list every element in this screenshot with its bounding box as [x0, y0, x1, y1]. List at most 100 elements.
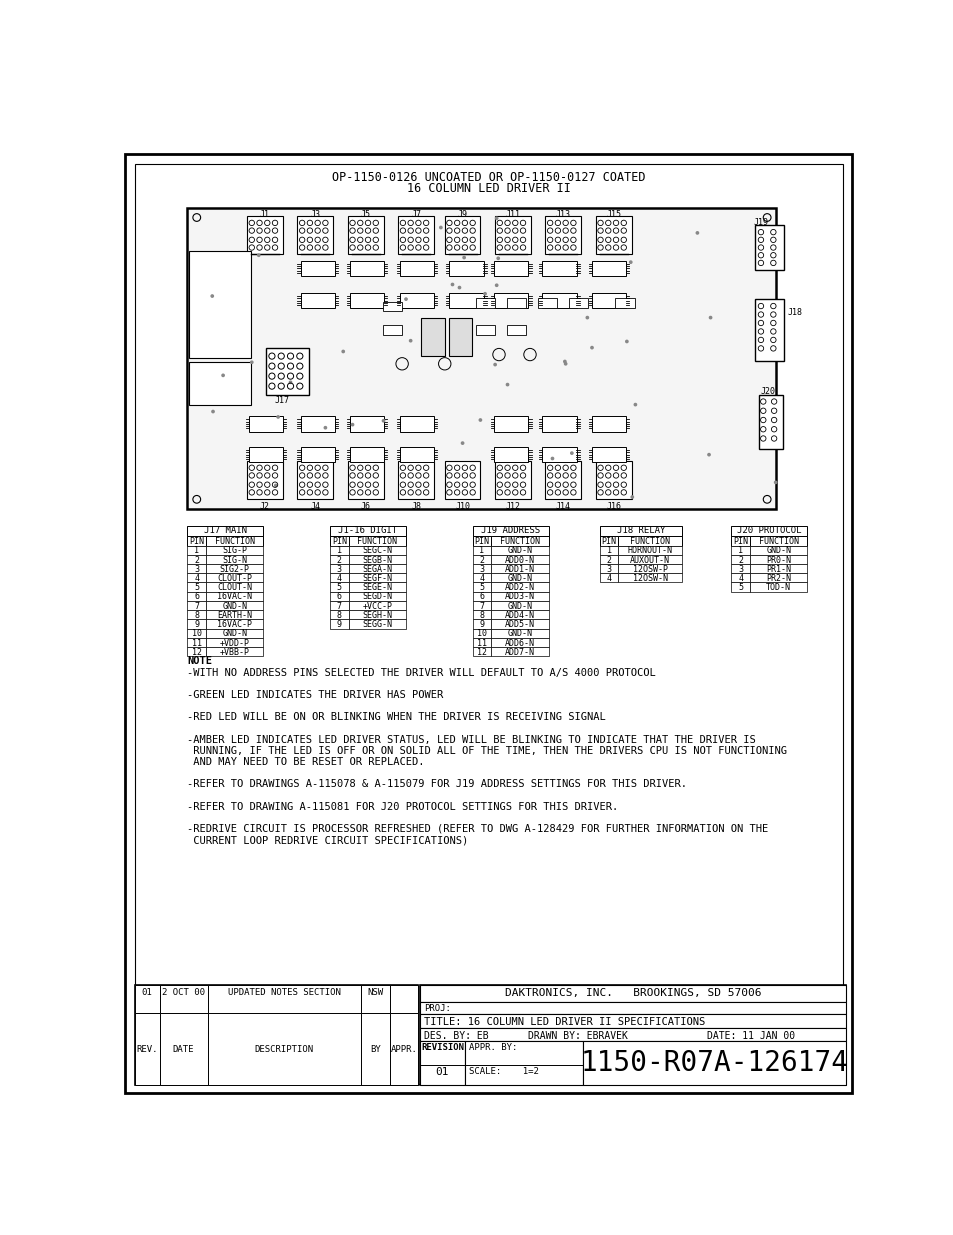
Bar	[330, 555, 348, 564]
Bar	[187, 647, 206, 656]
Bar	[599, 546, 618, 555]
Text: 1: 1	[194, 546, 199, 556]
Bar	[542, 293, 576, 309]
Text: 3: 3	[194, 564, 199, 574]
Text: SEGG-N: SEGG-N	[362, 620, 392, 629]
Bar	[300, 261, 335, 275]
Bar	[187, 610, 206, 620]
Bar	[449, 293, 483, 309]
Bar	[189, 362, 251, 405]
Text: J9: J9	[457, 210, 467, 219]
Circle shape	[289, 382, 292, 383]
Bar	[568, 299, 587, 308]
Text: ADD5-N: ADD5-N	[504, 620, 535, 629]
Bar	[187, 546, 206, 555]
Text: DRAWN BY: EBRAVEK: DRAWN BY: EBRAVEK	[528, 1031, 628, 1041]
Circle shape	[707, 453, 709, 456]
Bar	[731, 555, 749, 564]
Bar	[350, 447, 384, 462]
Bar	[618, 536, 681, 546]
Circle shape	[625, 341, 627, 342]
Bar	[348, 592, 406, 601]
Text: 8: 8	[479, 611, 484, 620]
Bar	[506, 325, 525, 335]
Bar	[206, 583, 263, 592]
Bar	[399, 447, 434, 462]
Bar	[592, 261, 625, 275]
Bar	[348, 610, 406, 620]
Bar	[491, 610, 548, 620]
Text: SEGC-N: SEGC-N	[362, 546, 392, 556]
Bar	[134, 986, 159, 1013]
Text: J5: J5	[360, 210, 371, 219]
Text: J20: J20	[760, 387, 775, 396]
Bar	[599, 564, 618, 573]
Text: +VDD-P: +VDD-P	[219, 638, 250, 647]
Bar	[348, 564, 406, 573]
Text: PIN: PIN	[474, 537, 489, 546]
Bar	[596, 216, 631, 254]
Text: 12: 12	[192, 648, 201, 657]
Text: 9: 9	[336, 620, 341, 629]
Text: PIN: PIN	[189, 537, 204, 546]
Text: J14: J14	[556, 503, 570, 511]
Text: SCALE:    1=2: SCALE: 1=2	[468, 1067, 538, 1076]
Bar	[330, 601, 348, 610]
Bar	[187, 592, 206, 601]
Bar	[208, 986, 360, 1013]
Circle shape	[563, 361, 565, 363]
Text: SEGH-N: SEGH-N	[362, 611, 392, 620]
Bar	[495, 216, 530, 254]
Text: GND-N: GND-N	[507, 630, 532, 638]
Bar	[187, 573, 206, 583]
Bar	[491, 638, 548, 647]
Text: CLOUT-N: CLOUT-N	[217, 583, 252, 593]
Text: 8: 8	[336, 611, 341, 620]
Bar	[618, 564, 681, 573]
Text: 01: 01	[436, 1067, 449, 1077]
Bar	[749, 573, 806, 583]
Bar	[399, 261, 434, 275]
Text: DAKTRONICS, INC.   BROOKINGS, SD 57006: DAKTRONICS, INC. BROOKINGS, SD 57006	[504, 988, 760, 998]
Bar	[444, 216, 480, 254]
Text: 5: 5	[194, 583, 199, 593]
Text: 1150-R07A-126174: 1150-R07A-126174	[579, 1049, 847, 1077]
Bar	[494, 261, 528, 275]
Text: J6: J6	[360, 503, 371, 511]
Text: SIG-N: SIG-N	[222, 556, 247, 564]
Circle shape	[494, 363, 496, 366]
Text: ADD0-N: ADD0-N	[504, 556, 535, 564]
Circle shape	[212, 410, 214, 412]
Circle shape	[634, 404, 636, 406]
Bar	[348, 546, 406, 555]
Text: 1: 1	[738, 546, 742, 556]
Text: +VCC-P: +VCC-P	[362, 601, 392, 611]
Text: HORNOUT-N: HORNOUT-N	[627, 546, 672, 556]
Text: 2: 2	[336, 556, 341, 564]
Bar	[330, 620, 348, 629]
Bar	[542, 416, 576, 431]
Text: J8: J8	[411, 503, 420, 511]
Circle shape	[495, 217, 497, 220]
Circle shape	[590, 347, 593, 348]
Bar	[472, 601, 491, 610]
Bar	[360, 986, 390, 1013]
Circle shape	[276, 416, 279, 419]
Text: ADD4-N: ADD4-N	[504, 611, 535, 620]
Circle shape	[257, 254, 259, 257]
Circle shape	[506, 383, 508, 385]
Bar	[599, 526, 681, 536]
Bar	[472, 526, 548, 536]
Bar	[397, 216, 434, 254]
Bar	[618, 555, 681, 564]
Bar	[206, 629, 263, 638]
Bar	[419, 1041, 464, 1086]
Bar	[348, 601, 406, 610]
Text: CURRENT LOOP REDRIVE CIRCUIT SPECIFICATIONS): CURRENT LOOP REDRIVE CIRCUIT SPECIFICATI…	[187, 835, 468, 845]
Bar	[249, 416, 282, 431]
Bar	[592, 447, 625, 462]
Text: PIN: PIN	[332, 537, 347, 546]
Circle shape	[382, 420, 384, 422]
Text: 6: 6	[336, 593, 341, 601]
Text: 4: 4	[738, 574, 742, 583]
